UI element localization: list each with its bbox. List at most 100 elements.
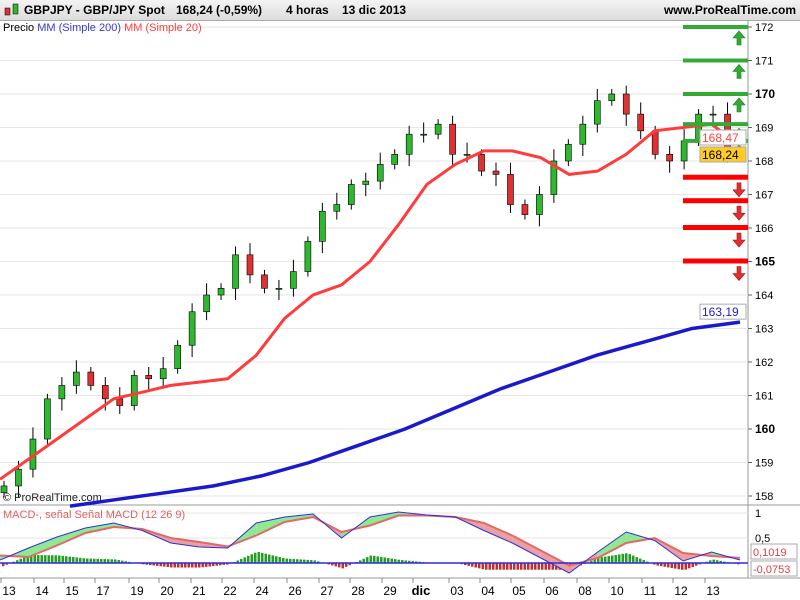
macd-histogram-bar: [548, 563, 551, 570]
site-link[interactable]: www.ProRealTime.com: [663, 3, 796, 17]
macd-histogram-bar: [180, 563, 183, 568]
macd-histogram-bar: [625, 553, 628, 563]
arrow-down-icon: [732, 266, 746, 281]
macd-histogram-bar: [240, 558, 243, 563]
macd-histogram-bar: [614, 554, 617, 563]
candle: [579, 115, 587, 156]
macd-histogram-bar: [299, 559, 302, 563]
macd-histogram-bar: [527, 563, 530, 570]
time-tick-label: 10: [610, 584, 624, 598]
price-tick-label: 165: [755, 255, 775, 269]
macd-histogram-bar: [198, 563, 201, 568]
price-tick-label: 159: [755, 458, 773, 470]
macd-histogram-bar: [544, 563, 547, 570]
macd-histogram-bar: [376, 556, 379, 563]
candle: [420, 122, 427, 143]
candle: [116, 387, 124, 414]
ma20-value-label-box: [699, 129, 747, 146]
macd-histogram-bar: [93, 558, 96, 563]
macd-histogram-bar: [541, 563, 544, 570]
macd-histogram-bar: [474, 563, 477, 568]
candle: [593, 88, 601, 133]
macd-histogram-bar: [30, 554, 33, 563]
macd-histogram-bar: [2, 563, 5, 567]
macd-histogram-bar: [502, 563, 505, 570]
macd-histogram-bar: [590, 560, 593, 563]
arrow-up-icon: [732, 30, 746, 46]
macd-histogram-bar: [268, 554, 271, 563]
ma20-value-label: 168,47: [702, 131, 739, 145]
timeframe[interactable]: 4 horas: [286, 3, 329, 17]
time-tick-label: 28: [351, 584, 365, 598]
candle: [174, 340, 181, 374]
macd-histogram-bar: [488, 563, 491, 570]
macd-fill: [170, 538, 200, 547]
time-tick-label: 22: [223, 584, 237, 598]
candle: [159, 356, 167, 388]
candle: [246, 243, 254, 284]
macd-histogram-bar: [89, 558, 92, 563]
macd-histogram-bar: [401, 560, 404, 563]
candle: [275, 279, 283, 301]
time-tick-label: 08: [578, 584, 592, 598]
time-tick-label: 03: [450, 584, 464, 598]
watermark: © ProRealTime.com: [3, 492, 102, 504]
macd-histogram-bar: [65, 556, 68, 563]
candle: [44, 393, 51, 445]
macd-histogram-bar: [681, 563, 684, 570]
time-tick-label: 13: [2, 584, 16, 598]
macd-fill: [540, 550, 570, 573]
macd-histogram-bar: [537, 563, 540, 570]
macd-histogram-bar: [110, 559, 113, 563]
macd-histogram-bar: [709, 560, 712, 563]
time-tick-label: 12: [674, 584, 688, 598]
time-tick-label: 20: [160, 584, 174, 598]
candle: [87, 367, 95, 391]
macd-histogram-bar: [667, 563, 670, 568]
macd-histogram-bar: [219, 563, 222, 566]
macd-histogram-bar: [79, 557, 82, 563]
time-tick-label: 26: [288, 584, 302, 598]
macd-histogram-bar: [215, 563, 218, 566]
time-tick-label: 14: [35, 584, 49, 598]
candle: [58, 377, 66, 411]
macd-histogram-bar: [121, 560, 124, 563]
arrow-down-icon: [732, 205, 746, 221]
macd-histogram-bar: [663, 563, 666, 567]
price-tick-label: 171: [755, 56, 773, 68]
resistance-level: [683, 25, 748, 29]
candle: [261, 269, 268, 294]
macd-histogram-bar: [317, 561, 320, 563]
macd-histogram-bar: [492, 563, 495, 570]
candle: [217, 283, 225, 301]
price-tick-label: 163: [755, 324, 773, 336]
macd-histogram-bar: [271, 555, 274, 563]
macd-histogram-bar: [310, 560, 313, 563]
macd-histogram-bar: [44, 555, 47, 563]
macd-histogram-bar: [387, 558, 390, 563]
candle: [521, 199, 529, 220]
macd-histogram-bar: [33, 554, 36, 563]
macd-histogram-bar: [366, 557, 369, 563]
legend-ma20[interactable]: MM (Simple 20): [124, 22, 202, 34]
macd-histogram-bar: [660, 563, 663, 567]
macd-histogram-bar: [467, 563, 470, 566]
macd-histogram-bar: [499, 563, 502, 570]
price-tick-label: 169: [755, 123, 773, 135]
last-price-label: 168,24: [702, 148, 739, 162]
last-price-label-box: [699, 146, 747, 163]
price-tick-label: 160: [755, 422, 775, 436]
candle: [565, 139, 572, 167]
macd-histogram-bar: [243, 557, 246, 563]
macd-histogram-bar: [607, 556, 610, 563]
macd-histogram-bar: [103, 559, 106, 563]
legend-ma200[interactable]: MM (Simple 200): [37, 22, 121, 34]
candle: [637, 102, 645, 140]
ma200-value-label: 163,19: [702, 305, 739, 319]
support-level: [683, 225, 748, 230]
macd-histogram-bar: [114, 559, 117, 563]
arrow-up-icon: [732, 64, 746, 79]
chart-header: GBPJPY - GBP/JPY Spot 168,24 (-0,59%) 4 …: [0, 0, 800, 21]
indicator-legend: Precio MM (Simple 200) MM (Simple 20): [3, 22, 202, 34]
